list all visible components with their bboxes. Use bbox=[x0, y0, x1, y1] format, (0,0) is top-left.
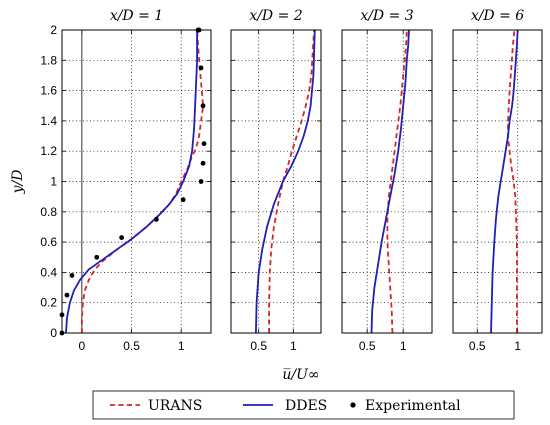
legend-item-ddes: DDES bbox=[243, 398, 327, 414]
y-tick-label: 0.4 bbox=[40, 265, 57, 279]
ddes-line bbox=[370, 30, 410, 333]
urans-line bbox=[386, 30, 408, 333]
experimental-point bbox=[198, 179, 204, 184]
y-tick-label: 1.2 bbox=[40, 144, 57, 158]
legend-label: URANS bbox=[148, 398, 202, 414]
urans-line bbox=[507, 30, 518, 333]
ddes-line bbox=[255, 30, 316, 333]
y-tick-label: 2 bbox=[50, 23, 57, 37]
y-tick-label: 0.6 bbox=[40, 235, 57, 249]
legend: URANS DDES Experimental bbox=[92, 390, 515, 420]
experimental-point bbox=[180, 197, 186, 203]
x-axis-label: u̅/U∞ bbox=[282, 367, 319, 383]
y-tick-label: 1.4 bbox=[40, 114, 57, 128]
panel-1: 0 0.5 1 0 0.2 0.4 0.6 0.8 1 1.2 1.4 1.6 1.8 2 x/D = 1 bbox=[40, 8, 212, 353]
y-tick-label: 1.8 bbox=[40, 53, 57, 67]
legend-label: DDES bbox=[285, 398, 327, 414]
experimental-point bbox=[153, 216, 159, 222]
x-tick-label: 1 bbox=[400, 339, 407, 353]
legend-label: Experimental bbox=[365, 398, 461, 414]
experimental-point bbox=[198, 65, 204, 71]
x-tick-label: 1 bbox=[178, 339, 185, 353]
panel-title: x/D = 6 bbox=[471, 8, 524, 24]
plot-frame bbox=[341, 29, 433, 334]
x-tick-label: 0.5 bbox=[250, 339, 267, 353]
experimental-point bbox=[59, 312, 65, 318]
x-tick-label: 0.5 bbox=[123, 339, 140, 353]
y-tick-label: 1 bbox=[50, 175, 57, 189]
y-tick-label: 0.8 bbox=[40, 205, 57, 219]
panel-title: x/D = 3 bbox=[360, 8, 413, 24]
experimental-point bbox=[64, 292, 70, 298]
x-tick-label: 1 bbox=[290, 339, 297, 353]
series-group bbox=[490, 30, 519, 333]
legend-item-urans: URANS bbox=[110, 398, 202, 414]
y-tick-label: 0 bbox=[50, 326, 57, 340]
x-tick-label: 0.5 bbox=[359, 339, 376, 353]
series-group bbox=[65, 30, 205, 333]
y-tick-label: 0.2 bbox=[40, 296, 57, 310]
experimental-point bbox=[69, 273, 75, 278]
experimental-point bbox=[94, 254, 100, 260]
series-group bbox=[255, 30, 316, 333]
panel-title: x/D = 1 bbox=[110, 8, 163, 24]
x-tick-label: 1 bbox=[514, 339, 521, 353]
legend-item-experimental: Experimental bbox=[350, 398, 461, 414]
x-tick-label: 0 bbox=[79, 339, 86, 353]
panel-title: x/D = 2 bbox=[249, 8, 302, 24]
panel-2: 0.5 1 x/D = 2 bbox=[230, 8, 322, 353]
plot-frame bbox=[452, 29, 543, 334]
panel-4: 0.5 1 x/D = 6 bbox=[452, 8, 543, 353]
series-group bbox=[370, 30, 410, 333]
y-tick-label: 1.6 bbox=[40, 84, 57, 98]
plot-frame bbox=[61, 29, 212, 334]
experimental-point bbox=[200, 160, 206, 166]
legend-box bbox=[92, 390, 515, 420]
ddes-line bbox=[490, 30, 519, 333]
experimental-point bbox=[119, 235, 124, 240]
legend-marker bbox=[350, 402, 356, 408]
experimental-point bbox=[59, 330, 65, 336]
experimental-point bbox=[195, 27, 201, 33]
x-tick-label: 0.5 bbox=[469, 339, 486, 353]
plot-frame bbox=[230, 29, 322, 334]
panel-3: 0.5 1 x/D = 3 bbox=[341, 8, 433, 353]
experimental-point bbox=[200, 103, 206, 109]
urans-line bbox=[268, 30, 315, 333]
y-axis-label: y/D bbox=[10, 170, 26, 195]
ddes-line bbox=[65, 30, 198, 333]
experimental-point bbox=[201, 141, 207, 147]
